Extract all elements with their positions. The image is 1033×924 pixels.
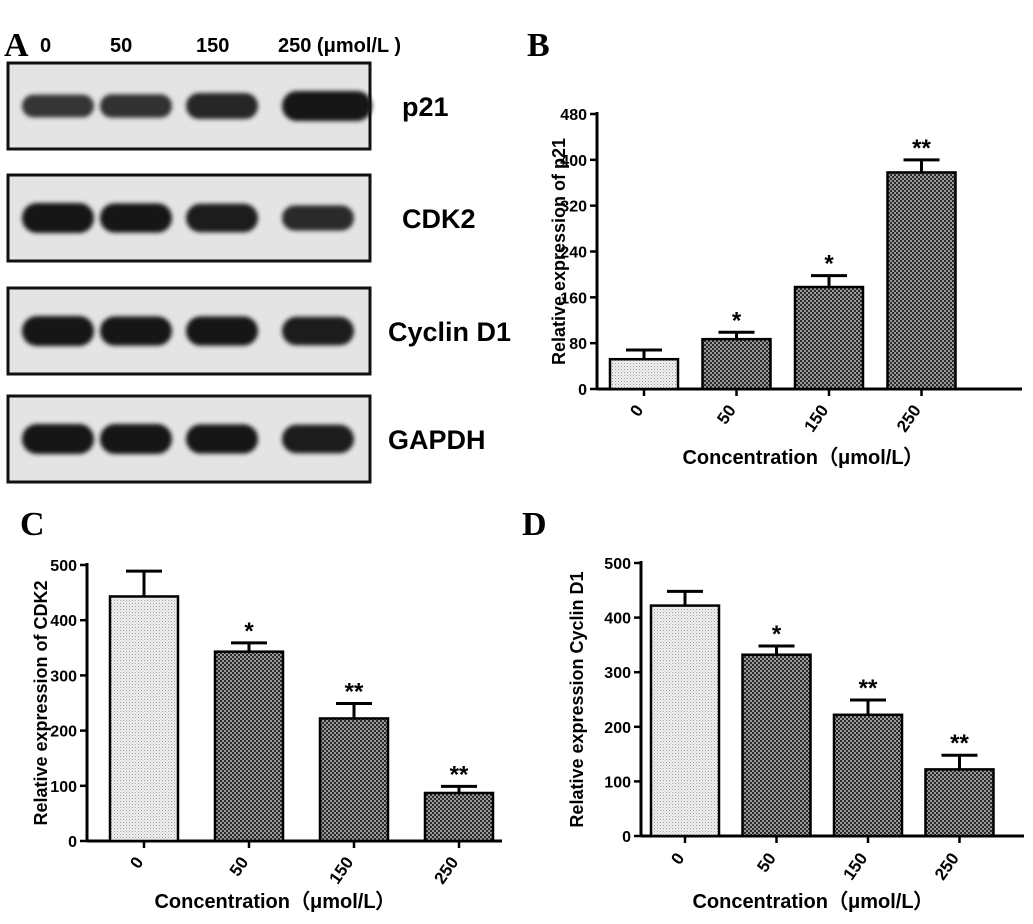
bar <box>793 285 865 391</box>
protein-label: Cyclin D1 <box>388 317 511 347</box>
protein-label: p21 <box>402 92 449 122</box>
y-tick-label: 400 <box>604 611 631 628</box>
lane-label: 150 <box>196 35 229 57</box>
significance-marker: * <box>824 251 834 278</box>
blot-band <box>282 205 354 231</box>
blot-band <box>100 203 172 233</box>
category-label: 250 <box>893 401 925 435</box>
bar <box>832 713 904 838</box>
y-tick-label: 200 <box>604 720 631 737</box>
y-tick-label: 160 <box>560 290 587 307</box>
bar <box>924 768 995 838</box>
category-label: 50 <box>753 849 779 875</box>
blot-band <box>186 203 258 233</box>
category-label: 150 <box>839 849 871 883</box>
x-axis-title: Concentration（μmol/L） <box>682 446 923 469</box>
blot-band <box>22 424 94 454</box>
protein-label: GAPDH <box>388 425 486 455</box>
panel-letter: B <box>527 27 550 64</box>
blot-band <box>282 91 372 121</box>
blot-band <box>100 424 172 454</box>
bar <box>318 717 390 843</box>
bar-chart-p21: B 0 80 160 240 320 400 480 Relative expression o… <box>527 27 1022 469</box>
category-label: 0 <box>626 401 647 420</box>
y-tick-label: 200 <box>50 724 77 741</box>
category-label: 250 <box>931 849 963 883</box>
significance-marker: ** <box>345 679 364 706</box>
blot-band <box>22 94 94 118</box>
blot-band <box>282 316 354 346</box>
category-label: 150 <box>325 853 357 887</box>
y-tick-label: 500 <box>50 558 77 575</box>
y-tick-label: 0 <box>68 834 77 851</box>
y-axis-title: Relative expression of CDK2 <box>31 580 51 825</box>
blot-band <box>22 203 94 233</box>
y-axis-title: Relative expression of p21 <box>549 138 569 365</box>
blot-band <box>100 316 172 346</box>
protein-label: CDK2 <box>402 204 476 234</box>
bar <box>213 650 285 843</box>
significance-marker: * <box>244 618 254 645</box>
y-tick-label: 320 <box>560 199 587 216</box>
significance-marker: ** <box>950 730 969 757</box>
bar <box>741 653 812 838</box>
y-axis-title: Relative expression Cyclin D1 <box>567 571 587 827</box>
bar <box>701 337 772 391</box>
panel-letter: C <box>20 506 45 543</box>
bar <box>108 595 180 843</box>
y-tick-label: 0 <box>578 382 587 399</box>
blot-band <box>186 93 258 119</box>
blot-strips: p21 CDK2 Cyclin D1 GAPDH <box>6 61 511 484</box>
bar <box>886 171 957 391</box>
significance-marker: ** <box>450 761 469 788</box>
category-label: 0 <box>126 853 147 872</box>
y-tick-label: 480 <box>560 107 587 124</box>
y-tick-label: 300 <box>50 668 77 685</box>
category-label: 250 <box>430 853 462 887</box>
lane-label: 50 <box>110 35 132 57</box>
y-tick-label: 500 <box>604 556 631 573</box>
significance-marker: ** <box>859 675 878 702</box>
panel-letter-a: A <box>4 27 29 64</box>
blot-band <box>22 316 94 346</box>
y-tick-label: 80 <box>569 336 587 353</box>
category-label: 50 <box>713 401 739 427</box>
blot-band <box>282 424 354 454</box>
blot-band <box>186 316 258 346</box>
x-axis-title: Concentration（μmol/L） <box>692 890 933 913</box>
category-label: 50 <box>226 853 252 879</box>
lane-label: 250 (μmol/L ) <box>278 35 401 57</box>
bar <box>423 791 495 843</box>
lane-labels: 0 50 150 250 (μmol/L ) <box>40 35 401 57</box>
x-axis-title: Concentration（μmol/L） <box>154 890 395 913</box>
y-tick-label: 300 <box>604 665 631 682</box>
y-tick-label: 100 <box>604 774 631 791</box>
category-label: 150 <box>800 401 832 435</box>
y-tick-label: 240 <box>560 245 587 262</box>
lane-label: 0 <box>40 35 51 57</box>
blot-band <box>100 94 172 118</box>
y-tick-label: 100 <box>50 779 77 796</box>
y-tick-label: 400 <box>50 613 77 630</box>
western-blot-panel: A 0 50 150 250 (μmol/L ) p21 CDK2 Cyclin D… <box>4 27 511 484</box>
significance-marker: * <box>732 307 742 334</box>
significance-marker: * <box>772 621 782 648</box>
panel-letter: D <box>522 506 547 543</box>
blot-band <box>186 424 258 454</box>
significance-marker: ** <box>912 135 931 162</box>
bar <box>649 604 721 838</box>
y-tick-label: 400 <box>560 153 587 170</box>
category-label: 0 <box>667 849 688 868</box>
y-tick-label: 0 <box>622 829 631 846</box>
bar <box>608 357 680 391</box>
